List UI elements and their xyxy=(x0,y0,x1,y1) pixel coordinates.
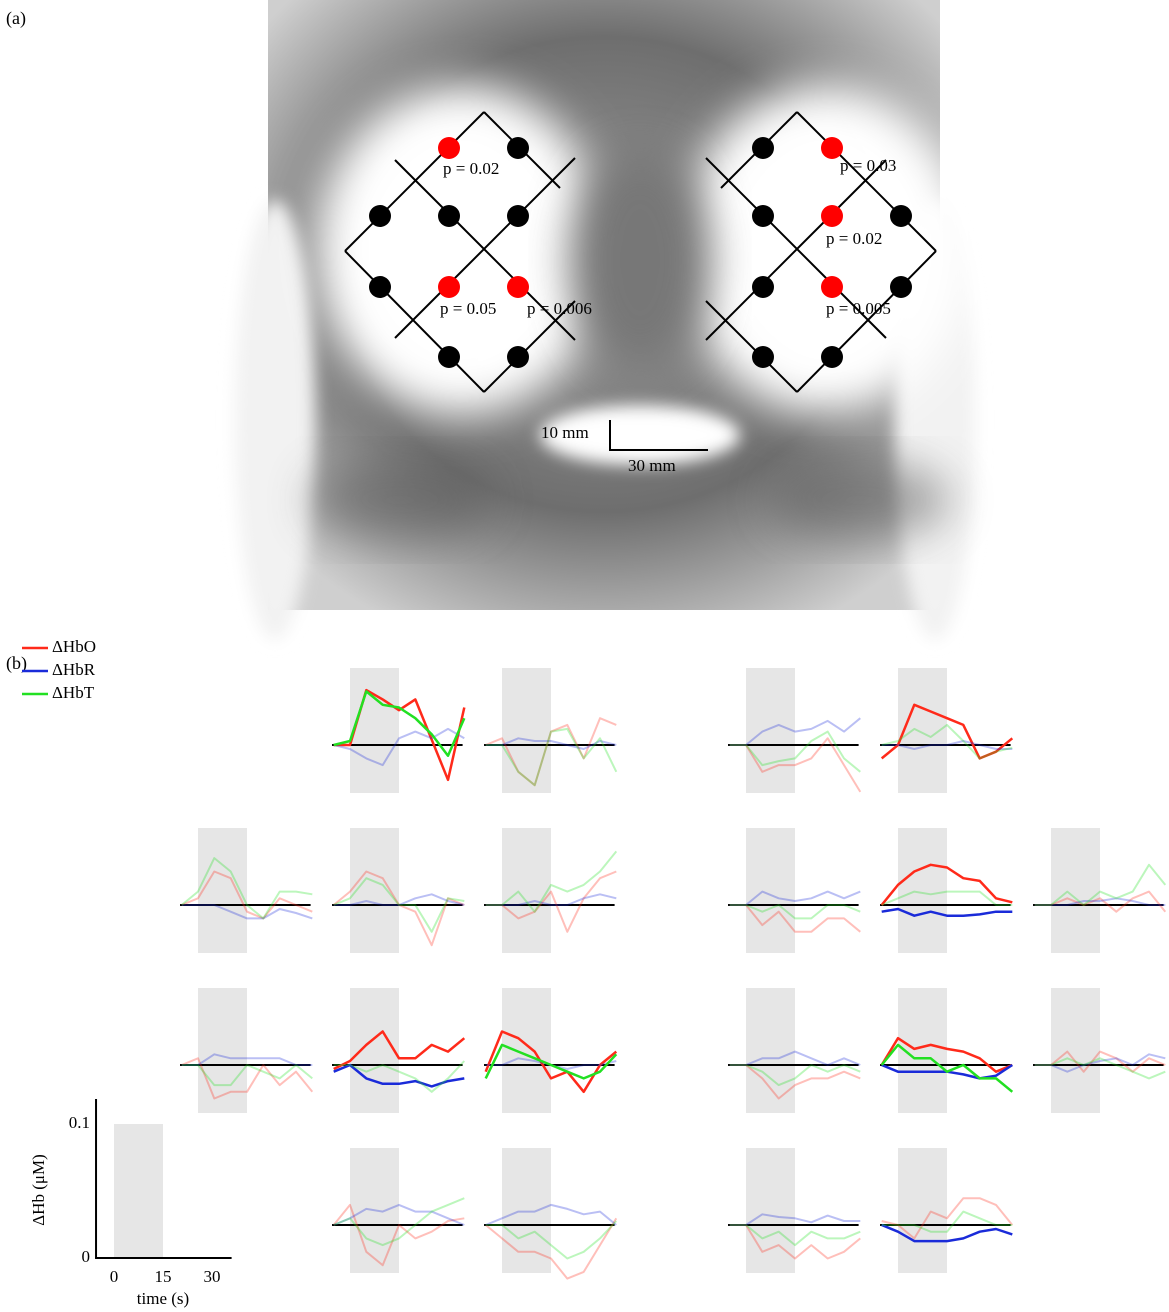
x-tick-label: 0 xyxy=(110,1267,119,1286)
stimulus-box xyxy=(746,988,795,1113)
stimulus-box xyxy=(746,828,795,953)
face-photo xyxy=(235,0,975,640)
scale-label: 30 mm xyxy=(628,456,676,475)
trace-panel xyxy=(1033,828,1165,953)
y-axis-label: ΔHb (μM) xyxy=(29,1154,48,1226)
trace-panel xyxy=(484,1148,616,1279)
trace-panel xyxy=(880,828,1012,953)
trace-panel xyxy=(180,828,312,953)
stimulus-box xyxy=(502,668,551,793)
stimulus-box xyxy=(898,1148,947,1273)
trace-panel xyxy=(332,1148,464,1273)
trace-panel xyxy=(180,988,312,1113)
trace-panel xyxy=(728,668,860,793)
scale-label: 10 mm xyxy=(541,423,589,442)
stimulus-box xyxy=(114,1124,163,1258)
legend-label: ΔHbT xyxy=(52,683,95,702)
trace-panel xyxy=(880,668,1012,793)
trace-panel xyxy=(484,988,616,1113)
stimulus-box xyxy=(1051,828,1100,953)
stimulus-box xyxy=(898,828,947,953)
x-tick-label: 15 xyxy=(155,1267,172,1286)
stimulus-box xyxy=(746,1148,795,1273)
trace-panel xyxy=(484,668,616,793)
stimulus-box xyxy=(502,1148,551,1273)
x-axis-label: time (s) xyxy=(137,1289,189,1308)
stimulus-box xyxy=(1051,988,1100,1113)
trace-panel xyxy=(728,828,860,953)
stimulus-box xyxy=(350,668,399,793)
legend-label: ΔHbO xyxy=(52,637,96,656)
p-value: p = 0.02 xyxy=(826,229,882,248)
trace-panel xyxy=(1033,988,1165,1113)
trace-panel xyxy=(332,668,464,793)
stimulus-box xyxy=(746,668,795,793)
y-tick-label: 0.1 xyxy=(69,1113,90,1132)
stimulus-box xyxy=(502,828,551,953)
stimulus-box xyxy=(350,988,399,1113)
legend-label: ΔHbR xyxy=(52,660,96,679)
p-value: p = 0.03 xyxy=(840,156,896,175)
y-tick-label: 0 xyxy=(82,1247,91,1266)
x-tick-label: 30 xyxy=(204,1267,221,1286)
figure: (a) p = 0.02 p = 0.05 p = 0.006 p = 0.03… xyxy=(0,0,1169,1312)
p-value: p = 0.05 xyxy=(440,299,496,318)
trace-panel xyxy=(728,988,860,1113)
trace-panel xyxy=(332,828,464,953)
trace-panel xyxy=(880,988,1012,1113)
trace-panel xyxy=(728,1148,860,1273)
trace-panel xyxy=(484,828,616,953)
trace-panel xyxy=(332,988,464,1113)
stimulus-box xyxy=(502,988,551,1113)
p-value: p = 0.005 xyxy=(826,299,891,318)
panel-label: (a) xyxy=(6,8,26,29)
p-value: p = 0.02 xyxy=(443,159,499,178)
p-value: p = 0.006 xyxy=(527,299,592,318)
trace-panel xyxy=(880,1148,1012,1273)
